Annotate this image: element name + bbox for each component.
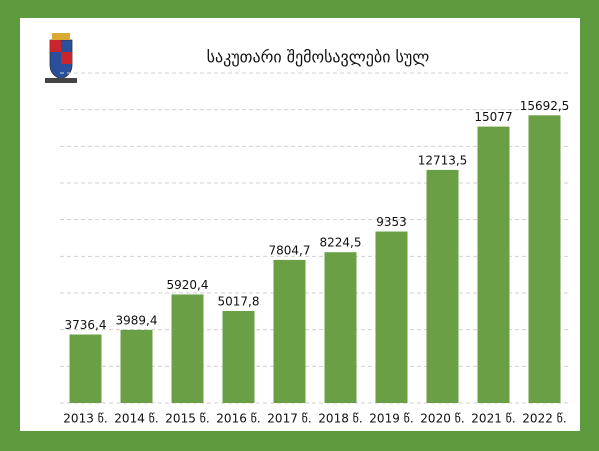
x-tick-label: 2013 წ.: [63, 412, 107, 426]
bar: [426, 169, 459, 403]
value-label: 5920,4: [167, 278, 209, 292]
value-label: 15077: [474, 110, 512, 124]
chart-title: საკუთარი შემოსავლები სულ: [207, 48, 430, 67]
value-label: 9353: [376, 215, 407, 229]
value-label: 15692,5: [520, 99, 570, 113]
value-label: 3989,4: [116, 313, 158, 327]
x-tick-label: 2018 წ.: [318, 412, 362, 426]
value-label: 8224,5: [320, 236, 362, 250]
bar: [273, 259, 306, 403]
x-tick-label: 2020 წ.: [420, 412, 464, 426]
x-tick-label: 2014 წ.: [114, 412, 158, 426]
bar: [375, 231, 408, 403]
logo: [45, 33, 77, 83]
bar: [120, 329, 153, 403]
bar: [528, 115, 561, 403]
x-tick-label: 2016 წ.: [216, 412, 260, 426]
x-tick-label: 2019 წ.: [369, 412, 413, 426]
bar: [69, 334, 102, 403]
bar: [477, 126, 510, 404]
bar: [324, 252, 357, 403]
value-label: 5017,8: [218, 295, 260, 309]
x-tick-label: 2017 წ.: [267, 412, 311, 426]
bar: [171, 294, 204, 403]
value-label: 12713,5: [418, 153, 468, 167]
value-label: 3736,4: [65, 318, 107, 332]
x-tick-label: 2015 წ.: [165, 412, 209, 426]
x-tick-label: 2021 წ.: [471, 412, 515, 426]
x-tick-label: 2022 წ.: [522, 412, 566, 426]
value-label: 7804,7: [269, 243, 311, 257]
bar: [222, 311, 255, 403]
